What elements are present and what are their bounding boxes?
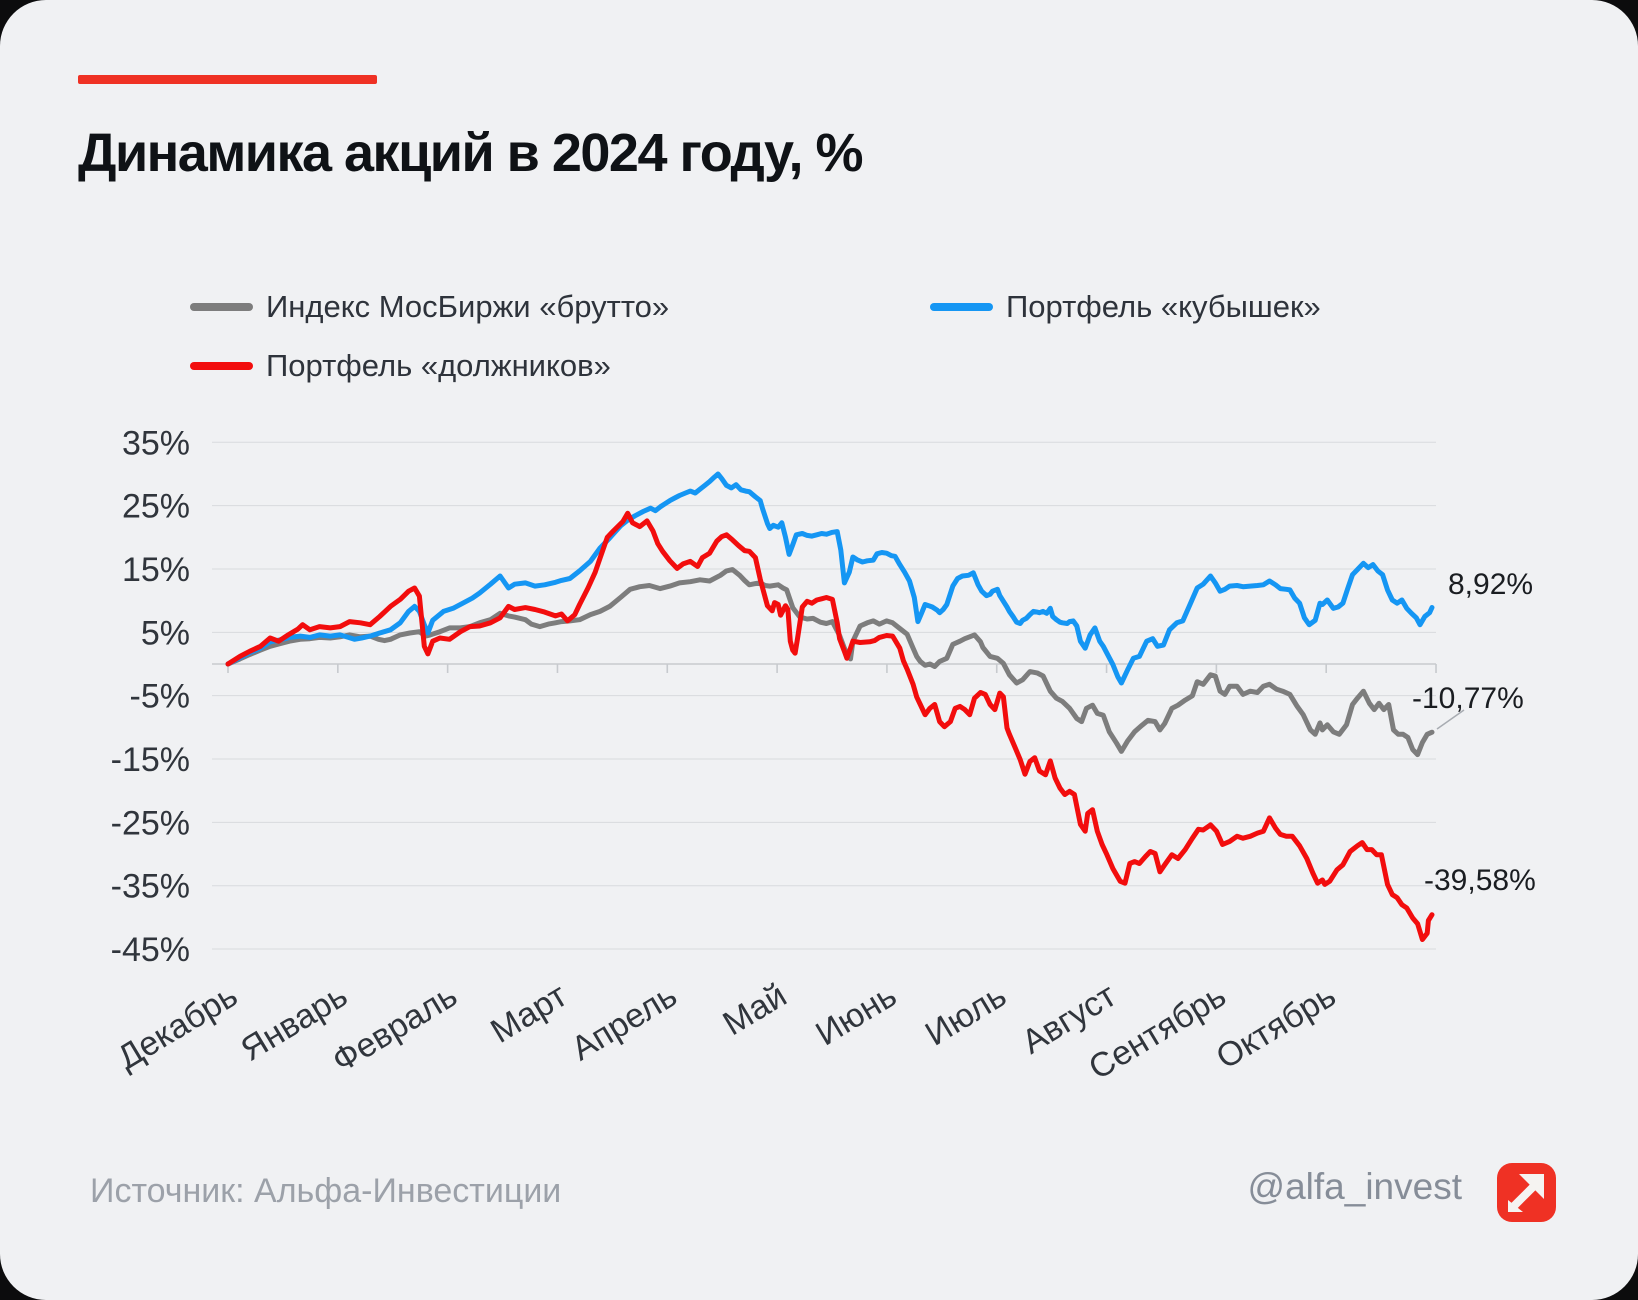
x-axis-month-label: Декабрь	[111, 976, 244, 1077]
y-axis-tick-label: -45%	[111, 931, 190, 969]
x-axis-month-label: Март	[484, 976, 573, 1050]
legend-label: Индекс МосБиржи «брутто»	[266, 289, 670, 324]
alfa-invest-logo	[1497, 1163, 1556, 1222]
series-line	[225, 471, 1435, 686]
accent-bar	[78, 75, 377, 84]
legend-item-debtors-portfolio: Портфель «должников»	[190, 348, 611, 384]
x-axis-month-label: Июль	[919, 976, 1013, 1053]
series-end-value-label: -39,58%	[1424, 864, 1536, 897]
y-axis-tick-label: 5%	[141, 614, 190, 652]
y-axis-tick-label: 35%	[122, 424, 190, 462]
legend-item-moex-index: Индекс МосБиржи «брутто»	[190, 289, 669, 325]
gray-line-swatch-icon	[190, 303, 253, 311]
x-axis-month-label: Май	[717, 976, 794, 1043]
y-axis-tick-label: -5%	[130, 678, 190, 716]
legend-item-cash-portfolio: Портфель «кубышек»	[930, 289, 1321, 325]
telegram-handle: @alfa_invest	[1247, 1166, 1462, 1207]
legend-label: Портфель «кубышек»	[1006, 289, 1321, 324]
y-axis-tick-label: -15%	[111, 741, 190, 779]
blue-line-swatch-icon	[930, 303, 993, 311]
red-line-swatch-icon	[190, 362, 253, 370]
x-axis-month-label: Февраль	[326, 976, 464, 1080]
x-axis-month-label: Июнь	[809, 976, 903, 1053]
series-line	[225, 510, 1435, 942]
end-label-leader-line	[1436, 709, 1465, 730]
series-end-value-label: -10,77%	[1412, 682, 1524, 715]
legend-label: Портфель «должников»	[266, 348, 611, 383]
page-title: Динамика акций в 2024 году, %	[78, 123, 863, 183]
y-axis-tick-label: -35%	[111, 868, 190, 906]
y-axis-tick-label: -25%	[111, 804, 190, 842]
x-axis-month-label: Октябрь	[1210, 976, 1343, 1076]
y-axis-tick-label: 15%	[122, 551, 190, 589]
y-axis-tick-label: 25%	[122, 488, 190, 526]
series-end-value-label: 8,92%	[1448, 568, 1533, 601]
source-caption: Источник: Альфа-Инвестиции	[90, 1172, 562, 1210]
x-axis-month-label: Апрель	[565, 976, 683, 1068]
arrow-up-right-icon	[1508, 1174, 1544, 1212]
